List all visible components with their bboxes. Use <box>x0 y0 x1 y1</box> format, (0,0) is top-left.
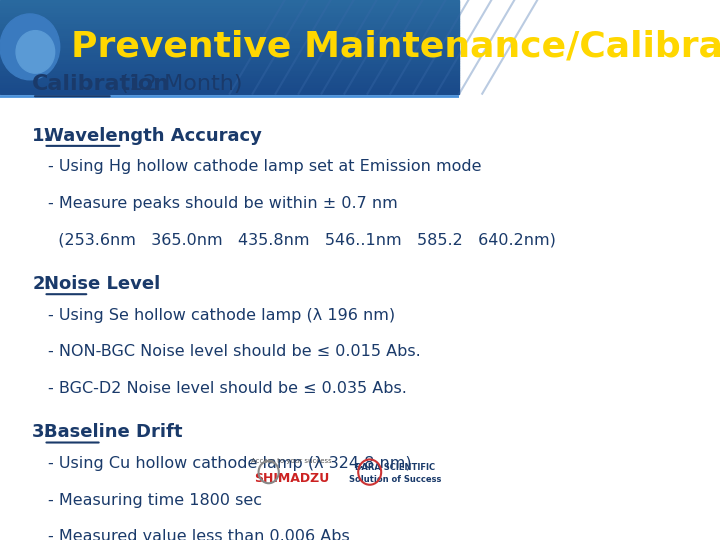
Bar <box>0 51 459 54</box>
Bar <box>0 65 459 68</box>
Text: BARA SCIENTIFIC
Solution of Success: BARA SCIENTIFIC Solution of Success <box>348 463 441 484</box>
Bar <box>0 28 459 30</box>
Bar <box>0 5 459 7</box>
Bar <box>0 44 459 47</box>
Bar <box>0 63 459 65</box>
Bar <box>0 56 459 58</box>
Bar <box>0 33 459 35</box>
Bar <box>0 30 459 33</box>
Bar <box>0 68 459 70</box>
Bar <box>0 58 459 61</box>
Bar <box>0 12 459 14</box>
Text: - NON-BGC Noise level should be ≤ 0.015 Abs.: - NON-BGC Noise level should be ≤ 0.015 … <box>48 344 421 359</box>
Bar <box>0 89 459 91</box>
Bar <box>0 2 459 5</box>
Bar <box>0 42 459 44</box>
Bar <box>0 0 459 2</box>
Bar <box>0 70 459 72</box>
Bar <box>0 82 459 84</box>
Text: Wavelength Accuracy: Wavelength Accuracy <box>44 127 261 145</box>
Bar <box>0 26 459 28</box>
Text: 2.: 2. <box>32 275 52 293</box>
Text: (12 Month): (12 Month) <box>112 73 242 93</box>
Bar <box>0 77 459 80</box>
Text: Baseline Drift: Baseline Drift <box>44 423 182 441</box>
Bar <box>0 23 459 26</box>
Bar <box>0 72 459 75</box>
Bar <box>0 37 459 40</box>
Text: Noise Level: Noise Level <box>44 275 160 293</box>
Bar <box>0 47 459 49</box>
Text: Preventive Maintenance/Calibration: Preventive Maintenance/Calibration <box>71 30 720 64</box>
Text: - Using Se hollow cathode lamp (λ 196 nm): - Using Se hollow cathode lamp (λ 196 nm… <box>48 308 395 323</box>
Bar <box>0 91 459 94</box>
Bar <box>0 14 459 16</box>
Text: 1.: 1. <box>32 127 52 145</box>
Text: 3.: 3. <box>32 423 52 441</box>
Text: Access to your success: Access to your success <box>251 458 332 464</box>
Text: - Using Hg hollow cathode lamp set at Emission mode: - Using Hg hollow cathode lamp set at Em… <box>48 159 482 174</box>
Text: Calibration: Calibration <box>32 73 170 93</box>
Bar <box>0 84 459 87</box>
Text: - Measured value less than 0.006 Abs: - Measured value less than 0.006 Abs <box>48 529 350 540</box>
Bar <box>0 54 459 56</box>
Bar <box>0 19 459 21</box>
Circle shape <box>0 14 60 80</box>
Bar <box>0 21 459 23</box>
Bar <box>0 7 459 9</box>
Bar <box>0 35 459 37</box>
Text: (253.6nm   365.0nm   435.8nm   546..1nm   585.2   640.2nm): (253.6nm 365.0nm 435.8nm 546..1nm 585.2 … <box>48 232 556 247</box>
Text: - Measuring time 1800 sec: - Measuring time 1800 sec <box>48 492 262 508</box>
Circle shape <box>16 31 55 73</box>
Bar <box>0 16 459 19</box>
Bar <box>0 87 459 89</box>
Text: - BGC-D2 Noise level should be ≤ 0.035 Abs.: - BGC-D2 Noise level should be ≤ 0.035 A… <box>48 381 407 396</box>
Text: - Measure peaks should be within ± 0.7 nm: - Measure peaks should be within ± 0.7 n… <box>48 196 398 211</box>
Bar <box>0 75 459 77</box>
Bar <box>0 9 459 12</box>
Bar <box>0 49 459 51</box>
Text: SHIMADZU: SHIMADZU <box>254 472 329 485</box>
Bar <box>0 61 459 63</box>
Text: - Using Cu hollow cathode lamp (λ 324.8 nm): - Using Cu hollow cathode lamp (λ 324.8 … <box>48 456 412 471</box>
Bar <box>0 80 459 82</box>
Bar <box>0 40 459 42</box>
